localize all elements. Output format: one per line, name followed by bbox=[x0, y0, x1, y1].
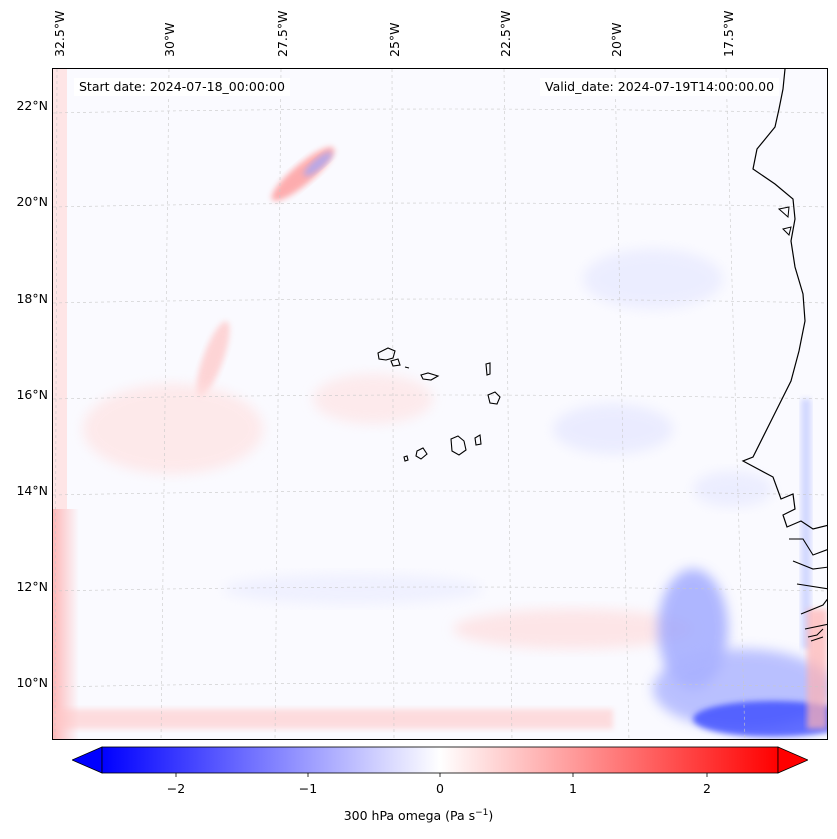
lat-label-14n: 14°N bbox=[16, 483, 48, 498]
colorbar-tick-neg2: −2 bbox=[166, 781, 186, 796]
colorbar-label-end: ) bbox=[488, 808, 494, 824]
lon-label-30w: 30°W bbox=[162, 22, 177, 57]
lon-label-32-5w: 32.5°W bbox=[52, 10, 67, 57]
lon-label-25w: 25°W bbox=[387, 22, 402, 57]
lon-label-27-5w: 27.5°W bbox=[275, 10, 290, 57]
colorbar-label-sup: −1 bbox=[475, 808, 489, 818]
africa-coastline bbox=[741, 69, 827, 530]
lon-label-17-5w: 17.5°W bbox=[721, 10, 736, 57]
omega-map-panel: Start date: 2024-07-18_00:00:00 Valid_da… bbox=[52, 68, 828, 740]
colorbar-min-extend bbox=[72, 746, 103, 774]
cape-verde-islands bbox=[377, 347, 501, 462]
colorbar-gradient bbox=[101, 746, 779, 774]
graticule bbox=[53, 69, 827, 739]
lat-label-22n: 22°N bbox=[16, 98, 48, 113]
lat-label-18n: 18°N bbox=[16, 291, 48, 306]
colorbar-tick-1: 1 bbox=[569, 781, 577, 796]
colorbar-max-extend bbox=[777, 746, 808, 774]
valid-date-label: Valid_date: 2024-07-19T14:00:00.00 bbox=[540, 78, 780, 96]
omega-colorbar bbox=[72, 746, 808, 777]
lon-label-22-5w: 22.5°W bbox=[498, 10, 513, 57]
lat-label-20n: 20°N bbox=[16, 194, 48, 209]
omega-field-shading bbox=[53, 69, 827, 739]
lon-label-20w: 20°W bbox=[609, 22, 624, 57]
omega-field-map bbox=[53, 69, 827, 739]
colorbar-label-main: 300 hPa omega (Pa s bbox=[343, 808, 476, 824]
lat-label-12n: 12°N bbox=[16, 579, 48, 594]
lat-label-10n: 10°N bbox=[16, 675, 48, 690]
colorbar-tick-neg1: −1 bbox=[298, 781, 318, 796]
colorbar-tick-2: 2 bbox=[703, 781, 711, 796]
start-date-label: Start date: 2024-07-18_00:00:00 bbox=[74, 78, 290, 96]
colorbar-label: 300 hPa omega (Pa s−1) bbox=[0, 808, 837, 823]
colorbar-tick-0: 0 bbox=[436, 781, 444, 796]
lat-label-16n: 16°N bbox=[16, 387, 48, 402]
